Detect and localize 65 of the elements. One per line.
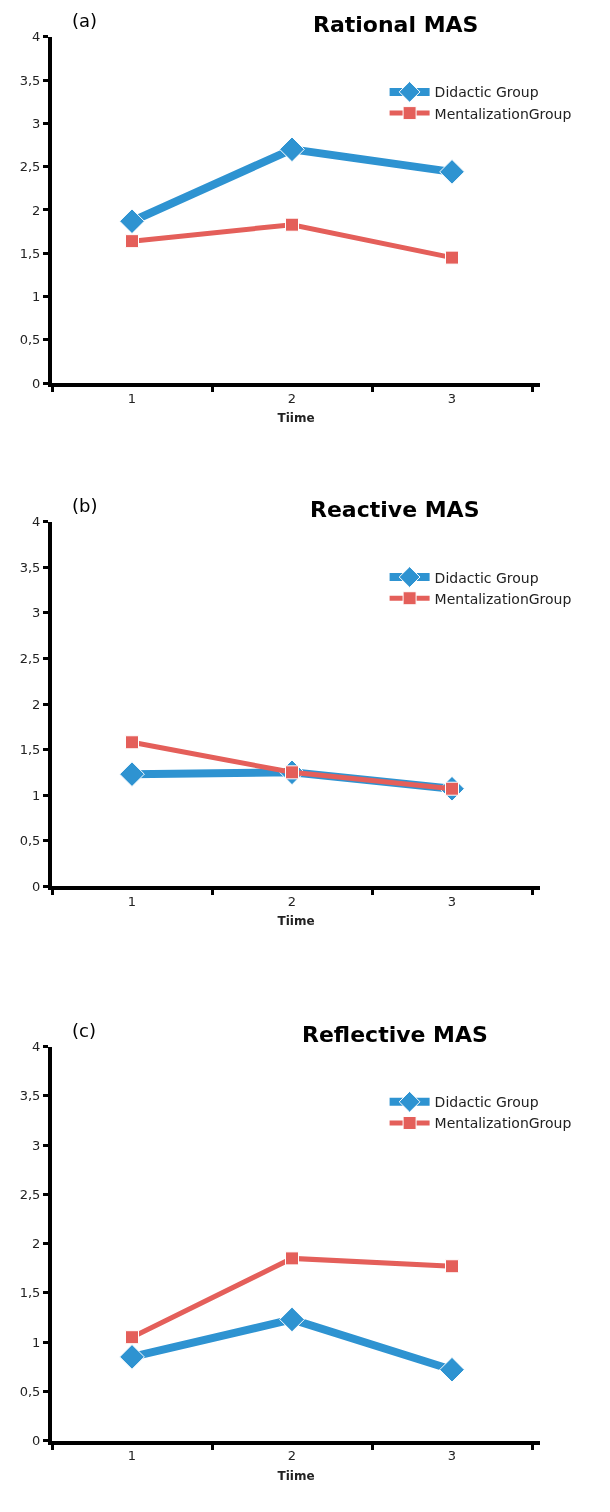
chart-title: Reflective MAS — [302, 1022, 488, 1047]
y-tick-label: 1 — [32, 1334, 41, 1350]
y-tick-label: 4 — [32, 514, 41, 530]
point — [285, 1251, 299, 1266]
text: (b) — [72, 495, 98, 516]
y-tick-label: 2 — [32, 696, 41, 712]
y-tick-label: 2,5 — [19, 159, 41, 175]
text: (a) — [72, 10, 98, 31]
point — [439, 1356, 465, 1383]
point — [125, 735, 139, 750]
y-tick-label: 1,5 — [19, 1285, 41, 1301]
y-tick-label: 0 — [32, 1433, 41, 1449]
point — [119, 1344, 145, 1370]
y-tick-label: 1,5 — [19, 245, 41, 261]
y-tick-label: 1 — [32, 787, 41, 803]
point — [119, 208, 145, 235]
x-tick-label: 1 — [127, 893, 137, 909]
legend-label: Didactic Group — [434, 1094, 539, 1111]
x-axis-title: Tiime — [277, 914, 315, 929]
y-tick-label: 0 — [32, 375, 41, 391]
y-tick-label: 3,5 — [19, 559, 41, 575]
point — [445, 1259, 459, 1274]
point — [125, 1330, 139, 1345]
y-tick-label: 0 — [32, 878, 41, 894]
text: (c) — [72, 1020, 96, 1041]
y-tick-label: 4 — [32, 1039, 41, 1055]
y-tick-label: 3 — [32, 605, 41, 621]
point — [119, 761, 145, 787]
chart-title: Reactive MAS — [310, 497, 480, 522]
point — [279, 136, 305, 163]
y-tick-label: 0,5 — [19, 833, 41, 849]
y-tick-label: 3 — [32, 1137, 41, 1153]
x-tick-label: 1 — [127, 390, 137, 406]
legend-label: Didactic Group — [434, 84, 539, 101]
legend-label: MentalizationGroup — [434, 105, 572, 122]
y-tick-label: 3,5 — [19, 72, 41, 88]
y-tick-label: 2 — [32, 202, 41, 218]
y-tick-label: 2,5 — [19, 651, 41, 667]
x-tick-label: 1 — [127, 1448, 137, 1464]
y-tick-label: 2 — [32, 1236, 41, 1252]
x-tick-label: 2 — [287, 1448, 297, 1464]
x-tick-label: 2 — [287, 390, 297, 406]
legend-label: MentalizationGroup — [434, 590, 572, 607]
y-tick-label: 1 — [32, 289, 41, 305]
point — [445, 250, 459, 265]
x-tick-label: 3 — [447, 1448, 457, 1464]
point — [439, 159, 465, 185]
x-tick-label: 3 — [447, 390, 457, 406]
x-tick-label: 2 — [287, 893, 297, 909]
y-tick-label: 3 — [32, 115, 41, 131]
y-tick-label: 4 — [32, 29, 41, 45]
y-tick-label: 0,5 — [19, 1383, 41, 1399]
y-tick-label: 0,5 — [19, 332, 41, 348]
y-tick-label: 2,5 — [19, 1186, 41, 1202]
point — [285, 217, 299, 232]
chart-title: Rational MAS — [313, 12, 479, 37]
y-tick-label: 1,5 — [19, 742, 41, 758]
point — [125, 234, 139, 249]
point — [279, 1306, 305, 1333]
legend-label: Didactic Group — [434, 569, 539, 586]
legend-label: MentalizationGroup — [434, 1115, 572, 1132]
x-axis-title: Tiime — [277, 411, 315, 426]
x-tick-label: 3 — [447, 893, 457, 909]
x-axis-title: Tiime — [277, 1468, 315, 1483]
y-tick-label: 3,5 — [19, 1088, 41, 1104]
